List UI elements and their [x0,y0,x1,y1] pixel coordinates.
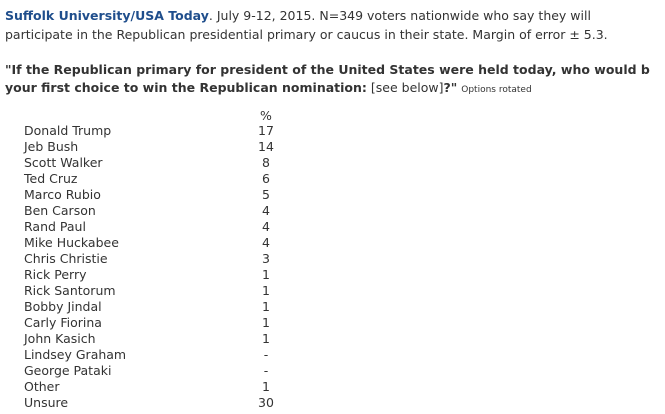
candidate-name: Bobby Jindal [24,299,102,314]
percent-value: 14 [258,139,274,154]
candidate-name: Chris Christie [24,251,108,266]
percent-value: 1 [262,283,270,298]
percent-value: - [263,347,269,362]
candidate-name: Marco Rubio [24,187,101,202]
candidate-name: John Kasich [24,331,96,346]
candidate-name: Ben Carson [24,203,96,218]
percent-value: - [263,363,269,378]
percent-value: 4 [262,235,270,250]
percent-value: 4 [262,219,270,234]
details: . July 9-12, 2015. N=349 voters nationwi… [5,8,608,42]
candidate-name: Mike Huckabee [24,235,119,250]
candidate-name: Scott Walker [24,155,103,170]
candidate-name: Rick Santorum [24,283,116,298]
candidate-name: Donald Trump [24,123,112,138]
candidate-name: Ted Cruz [24,171,78,186]
candidate-name: Jeb Bush [24,139,79,154]
percent-value: 4 [262,203,270,218]
percent-value: 1 [262,331,270,346]
column-header: % [260,108,272,123]
options-note: Options rotated [461,85,532,95]
percent-value: 1 [262,299,270,314]
percent-value: 17 [258,123,274,138]
intro: Suffolk University/USA Today. July 9-12,… [5,6,660,44]
percent-value: 8 [262,155,270,170]
question-note: [see below] [370,80,444,95]
percent-value: 3 [262,251,270,266]
candidate-name: Rand Paul [24,219,86,234]
candidate-name: Rick Perry [24,267,87,282]
percent-value: 6 [262,171,270,186]
percent-value: 30 [258,395,274,410]
percent-value: 1 [262,267,270,282]
candidate-name: Carly Fiorina [24,315,102,330]
candidate-name: Other [24,379,60,394]
question-close: ?" [443,80,458,95]
percent-value: 5 [262,187,270,202]
candidate-name: Unsure [24,395,69,410]
candidate-name: George Pataki [24,363,112,378]
question: "If the Republican primary for president… [5,61,665,99]
question-text: your first choice to win the Republican … [5,80,367,95]
candidate-name: Lindsey Graham [24,347,127,362]
source: Suffolk University/USA Today [5,8,209,23]
question-text: "If the Republican primary for president… [5,62,650,77]
percent-value: 1 [262,315,270,330]
percent-value: 1 [262,379,270,394]
